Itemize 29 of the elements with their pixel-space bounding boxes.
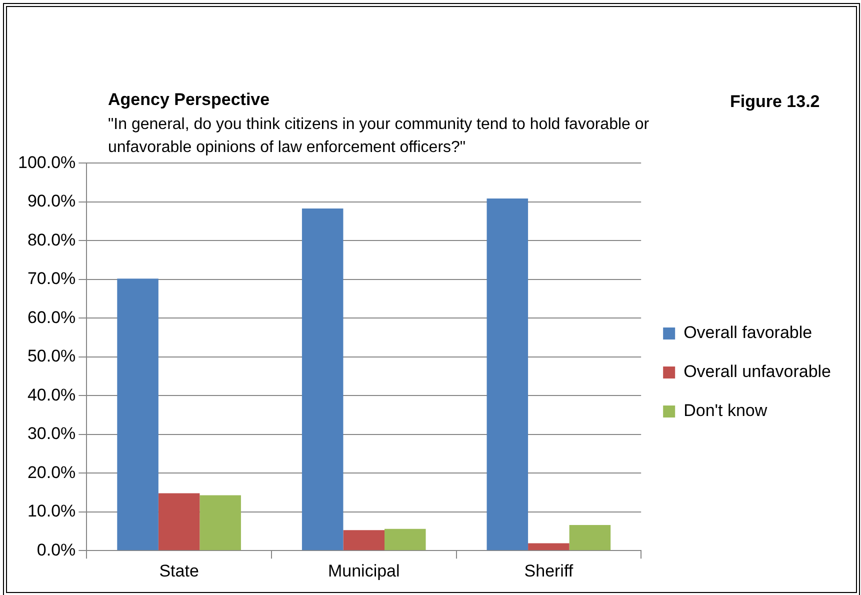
y-tick-label: 70.0% — [27, 269, 76, 288]
y-tick-label: 60.0% — [27, 308, 76, 327]
x-tick-label: Municipal — [328, 561, 400, 580]
y-tick-label: 20.0% — [27, 462, 76, 482]
legend-label: Don't know — [684, 401, 768, 420]
legend-label: Overall unfavorable — [684, 362, 832, 382]
x-tick-label: Sheriff — [524, 561, 574, 580]
y-tick-label: 80.0% — [27, 230, 76, 250]
bar — [343, 530, 385, 550]
x-tick-label: State — [159, 561, 199, 580]
legend-label: Overall favorable — [684, 323, 812, 342]
y-tick-label: 0.0% — [36, 540, 76, 560]
bar — [200, 495, 241, 550]
bar — [302, 208, 344, 550]
chart-title: Agency Perspective — [108, 90, 270, 110]
caption: Figure 13.2 — [730, 92, 820, 112]
bar — [158, 493, 200, 550]
y-tick-label: 30.0% — [27, 424, 76, 444]
y-tick-label: 100.0% — [18, 152, 76, 172]
bar — [569, 525, 611, 550]
y-tick-label: 50.0% — [27, 346, 76, 366]
bar — [528, 543, 570, 550]
bar — [486, 198, 528, 550]
y-tick-label: 90.0% — [27, 192, 76, 211]
bar — [384, 528, 426, 550]
bar — [117, 278, 158, 550]
y-tick-label: 10.0% — [27, 502, 76, 521]
y-tick-label: 40.0% — [27, 385, 76, 404]
chart-subtitle: "In general, do you think citizens in your community tend to hold favorable or unfavorable opinions of law enforcement officers?" — [108, 115, 650, 158]
